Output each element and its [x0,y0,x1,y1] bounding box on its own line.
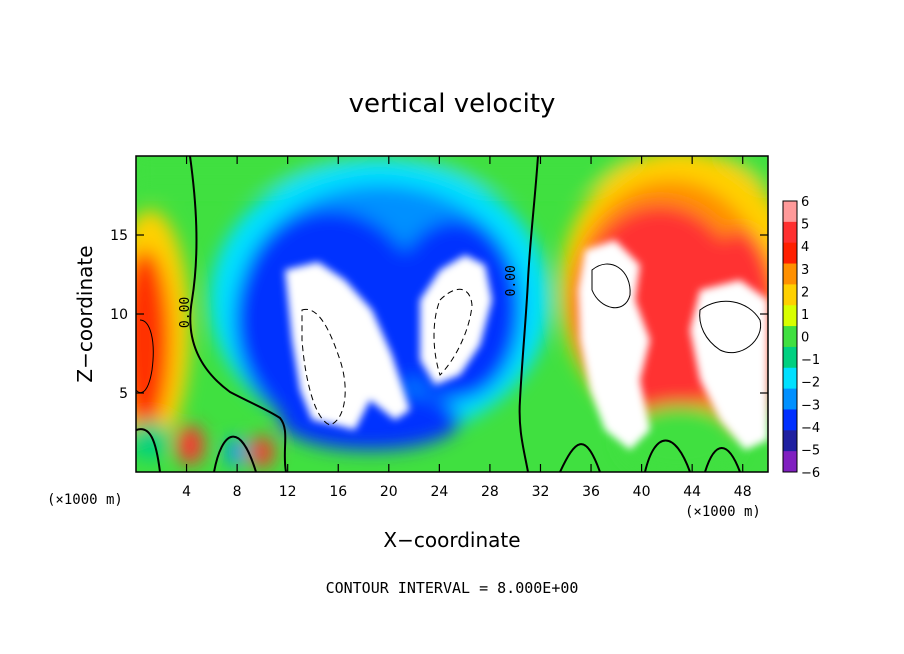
contour-label: 0.00 [504,265,519,296]
colorbar-swatch [783,326,797,348]
colorbar-swatch [783,221,797,244]
colorbar-swatch [783,346,797,369]
x-tick-label: 4 [182,484,191,500]
y-axis-label: Z−coordinate [73,245,97,382]
x-tick-label: 48 [734,484,752,500]
colorbar: 6 5 4 3 2 1 0 −1 −2 −3 −4 −5 −6 [782,195,820,481]
x-tick-label: 20 [380,484,398,500]
colorbar-frame [782,200,798,473]
colorbar-swatch [783,284,797,306]
y-tick-label: 10 [110,307,128,323]
contour-label: 0.00 [178,297,193,328]
x-tick-label: 28 [481,484,499,500]
colorbar-label: 0 [801,331,809,346]
colorbar-label: 3 [801,263,809,278]
x-unit-label-left: (×1000 m) [47,492,123,508]
y-axis-ticks: 5 10 15 [110,228,768,402]
y-tick-label: 15 [110,228,128,244]
contour-interval-note: CONTOUR INTERVAL = 8.000E+00 [326,579,579,597]
contour-labels: 0.00 0.00 [178,265,519,328]
x-unit-label-right: (×1000 m) [685,504,761,520]
colorbar-swatch [783,451,797,473]
colorbar-label: 6 [801,195,809,210]
x-tick-label: 16 [329,484,347,500]
colorbar-swatch [783,409,797,431]
x-axis-label: X−coordinate [383,528,520,552]
colorbar-label: −6 [801,466,820,481]
colorbar-label: 5 [801,218,809,233]
x-tick-label: 12 [279,484,297,500]
colorbar-swatch [783,263,797,285]
y-tick-label: 5 [119,386,128,402]
colorbar-label: −2 [801,376,820,391]
chart-title: vertical velocity [349,89,556,119]
colorbar-swatch [783,201,797,223]
colorbar-label: 4 [801,240,809,255]
x-tick-label: 44 [683,484,701,500]
colorbar-label: 1 [801,308,809,323]
colorbar-label: −1 [801,353,820,368]
colorbar-swatch [783,430,797,452]
x-axis-ticks: 4 8 12 16 20 24 28 32 36 40 44 48 [182,156,752,500]
x-tick-label: 32 [532,484,550,500]
x-tick-label: 36 [582,484,600,500]
colorbar-label: −3 [801,398,820,413]
x-tick-label: 8 [233,484,242,500]
colorbar-swatch [783,367,797,390]
colorbar-swatch [783,305,797,327]
colorbar-label: −5 [801,443,820,458]
colorbar-swatch [783,388,797,410]
x-tick-label: 24 [430,484,448,500]
colorbar-label: 2 [801,285,809,300]
heatmap-field [136,156,768,472]
colorbar-swatch [783,242,797,265]
colorbar-label: −4 [801,421,820,436]
x-tick-label: 40 [633,484,651,500]
